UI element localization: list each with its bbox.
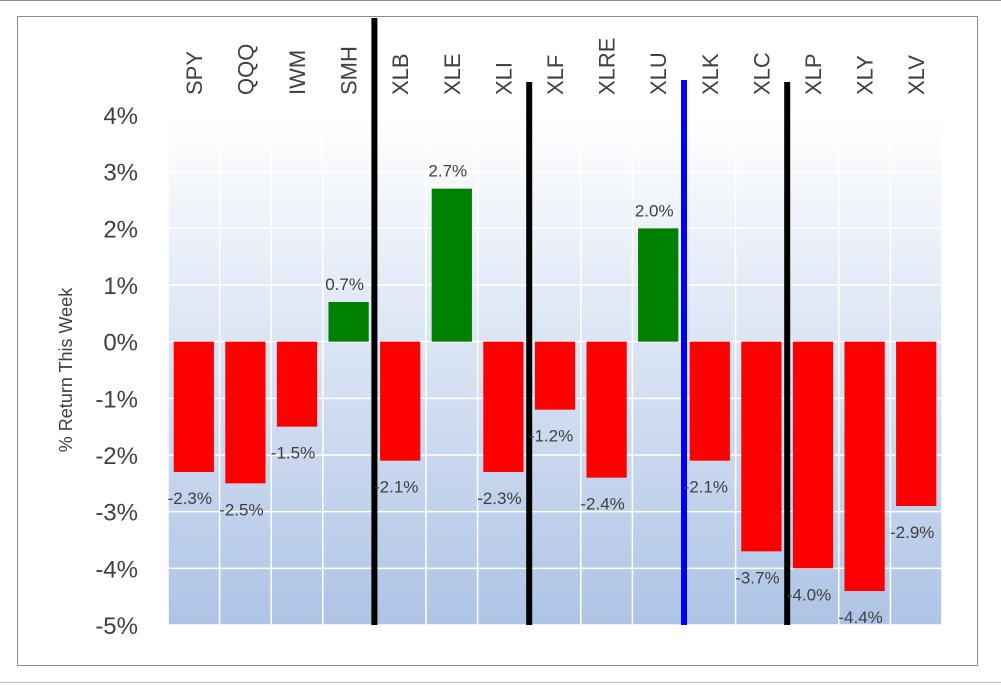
- bar-xlre: [586, 341, 627, 478]
- data-label: -2.5%: [219, 500, 263, 519]
- category-label: SPY: [182, 51, 207, 95]
- category-label: XLE: [440, 53, 465, 95]
- data-label: 2.7%: [428, 162, 467, 181]
- y-tick-label: -4%: [95, 556, 138, 583]
- y-tick-label: -3%: [95, 500, 138, 527]
- data-labels: -2.3% -2.5% -1.5% 0.7% -2.1% 2.7% -2.3% -1.2% -2…: [168, 162, 935, 627]
- y-tick-label: 0%: [103, 330, 138, 357]
- category-label: XLU: [646, 52, 671, 95]
- y-tick-label: 2%: [103, 216, 138, 243]
- data-label: -1.2%: [529, 427, 573, 446]
- data-label: 2.0%: [635, 201, 674, 220]
- category-label: XLRE: [595, 38, 620, 95]
- bar-xly: [844, 341, 885, 591]
- bar-smh: [328, 302, 369, 342]
- bar-xlc: [741, 341, 782, 552]
- y-tick-label: -5%: [95, 613, 138, 640]
- category-label: XLC: [749, 52, 774, 95]
- y-tick-label: 3%: [103, 160, 138, 187]
- bar-xlv: [896, 341, 937, 506]
- category-label: XLY: [853, 55, 878, 95]
- category-label: XLB: [388, 53, 413, 95]
- category-label: SMH: [337, 46, 362, 95]
- bar-qqq: [225, 341, 266, 484]
- bar-iwm: [276, 341, 318, 427]
- data-label: -4.4%: [838, 608, 882, 627]
- data-label: -2.1%: [684, 478, 728, 497]
- bar-xle: [431, 188, 472, 342]
- data-label: -1.5%: [271, 444, 315, 463]
- separators: [371, 18, 791, 625]
- page-border-top: [0, 0, 1001, 1]
- y-tick-label: 1%: [103, 273, 138, 300]
- category-label: XLI: [491, 62, 516, 95]
- category-label: XLF: [543, 55, 568, 95]
- bar-xlb: [380, 341, 421, 461]
- bar-xlk: [689, 341, 730, 461]
- bars: [173, 188, 937, 591]
- data-label: -3.7%: [735, 568, 779, 587]
- bar-xlp: [792, 341, 834, 569]
- data-label: -2.3%: [168, 489, 212, 508]
- category-label: QQQ: [233, 44, 258, 95]
- y-axis-ticks: 4% 3% 2% 1% 0% -1% -2% -3% -4% -5%: [95, 103, 138, 640]
- data-label: -2.4%: [580, 495, 624, 514]
- data-label: -2.3%: [477, 489, 521, 508]
- category-label: XLP: [801, 53, 826, 95]
- category-label: IWM: [285, 50, 310, 95]
- category-label: XLV: [904, 55, 929, 95]
- bar-xli: [483, 341, 524, 472]
- data-label: -4.0%: [787, 585, 831, 604]
- category-label: XLK: [698, 53, 723, 95]
- y-tick-label: 4%: [103, 103, 138, 130]
- y-axis-label: % Return This Week: [56, 287, 76, 452]
- bar-spy: [173, 341, 214, 472]
- y-tick-label: -2%: [95, 443, 138, 470]
- page-border-bottom: [0, 682, 1001, 683]
- bar-xlu: [638, 228, 679, 342]
- data-label: -2.9%: [890, 523, 934, 542]
- bar-xlf: [534, 341, 576, 410]
- data-label: 0.7%: [325, 275, 364, 294]
- category-labels: SPY QQQ IWM SMH XLB XLE XLI XLF XLRE XLU XLK XLC XLP…: [182, 38, 929, 95]
- data-label: -2.1%: [374, 478, 418, 497]
- y-tick-label: -1%: [95, 386, 138, 413]
